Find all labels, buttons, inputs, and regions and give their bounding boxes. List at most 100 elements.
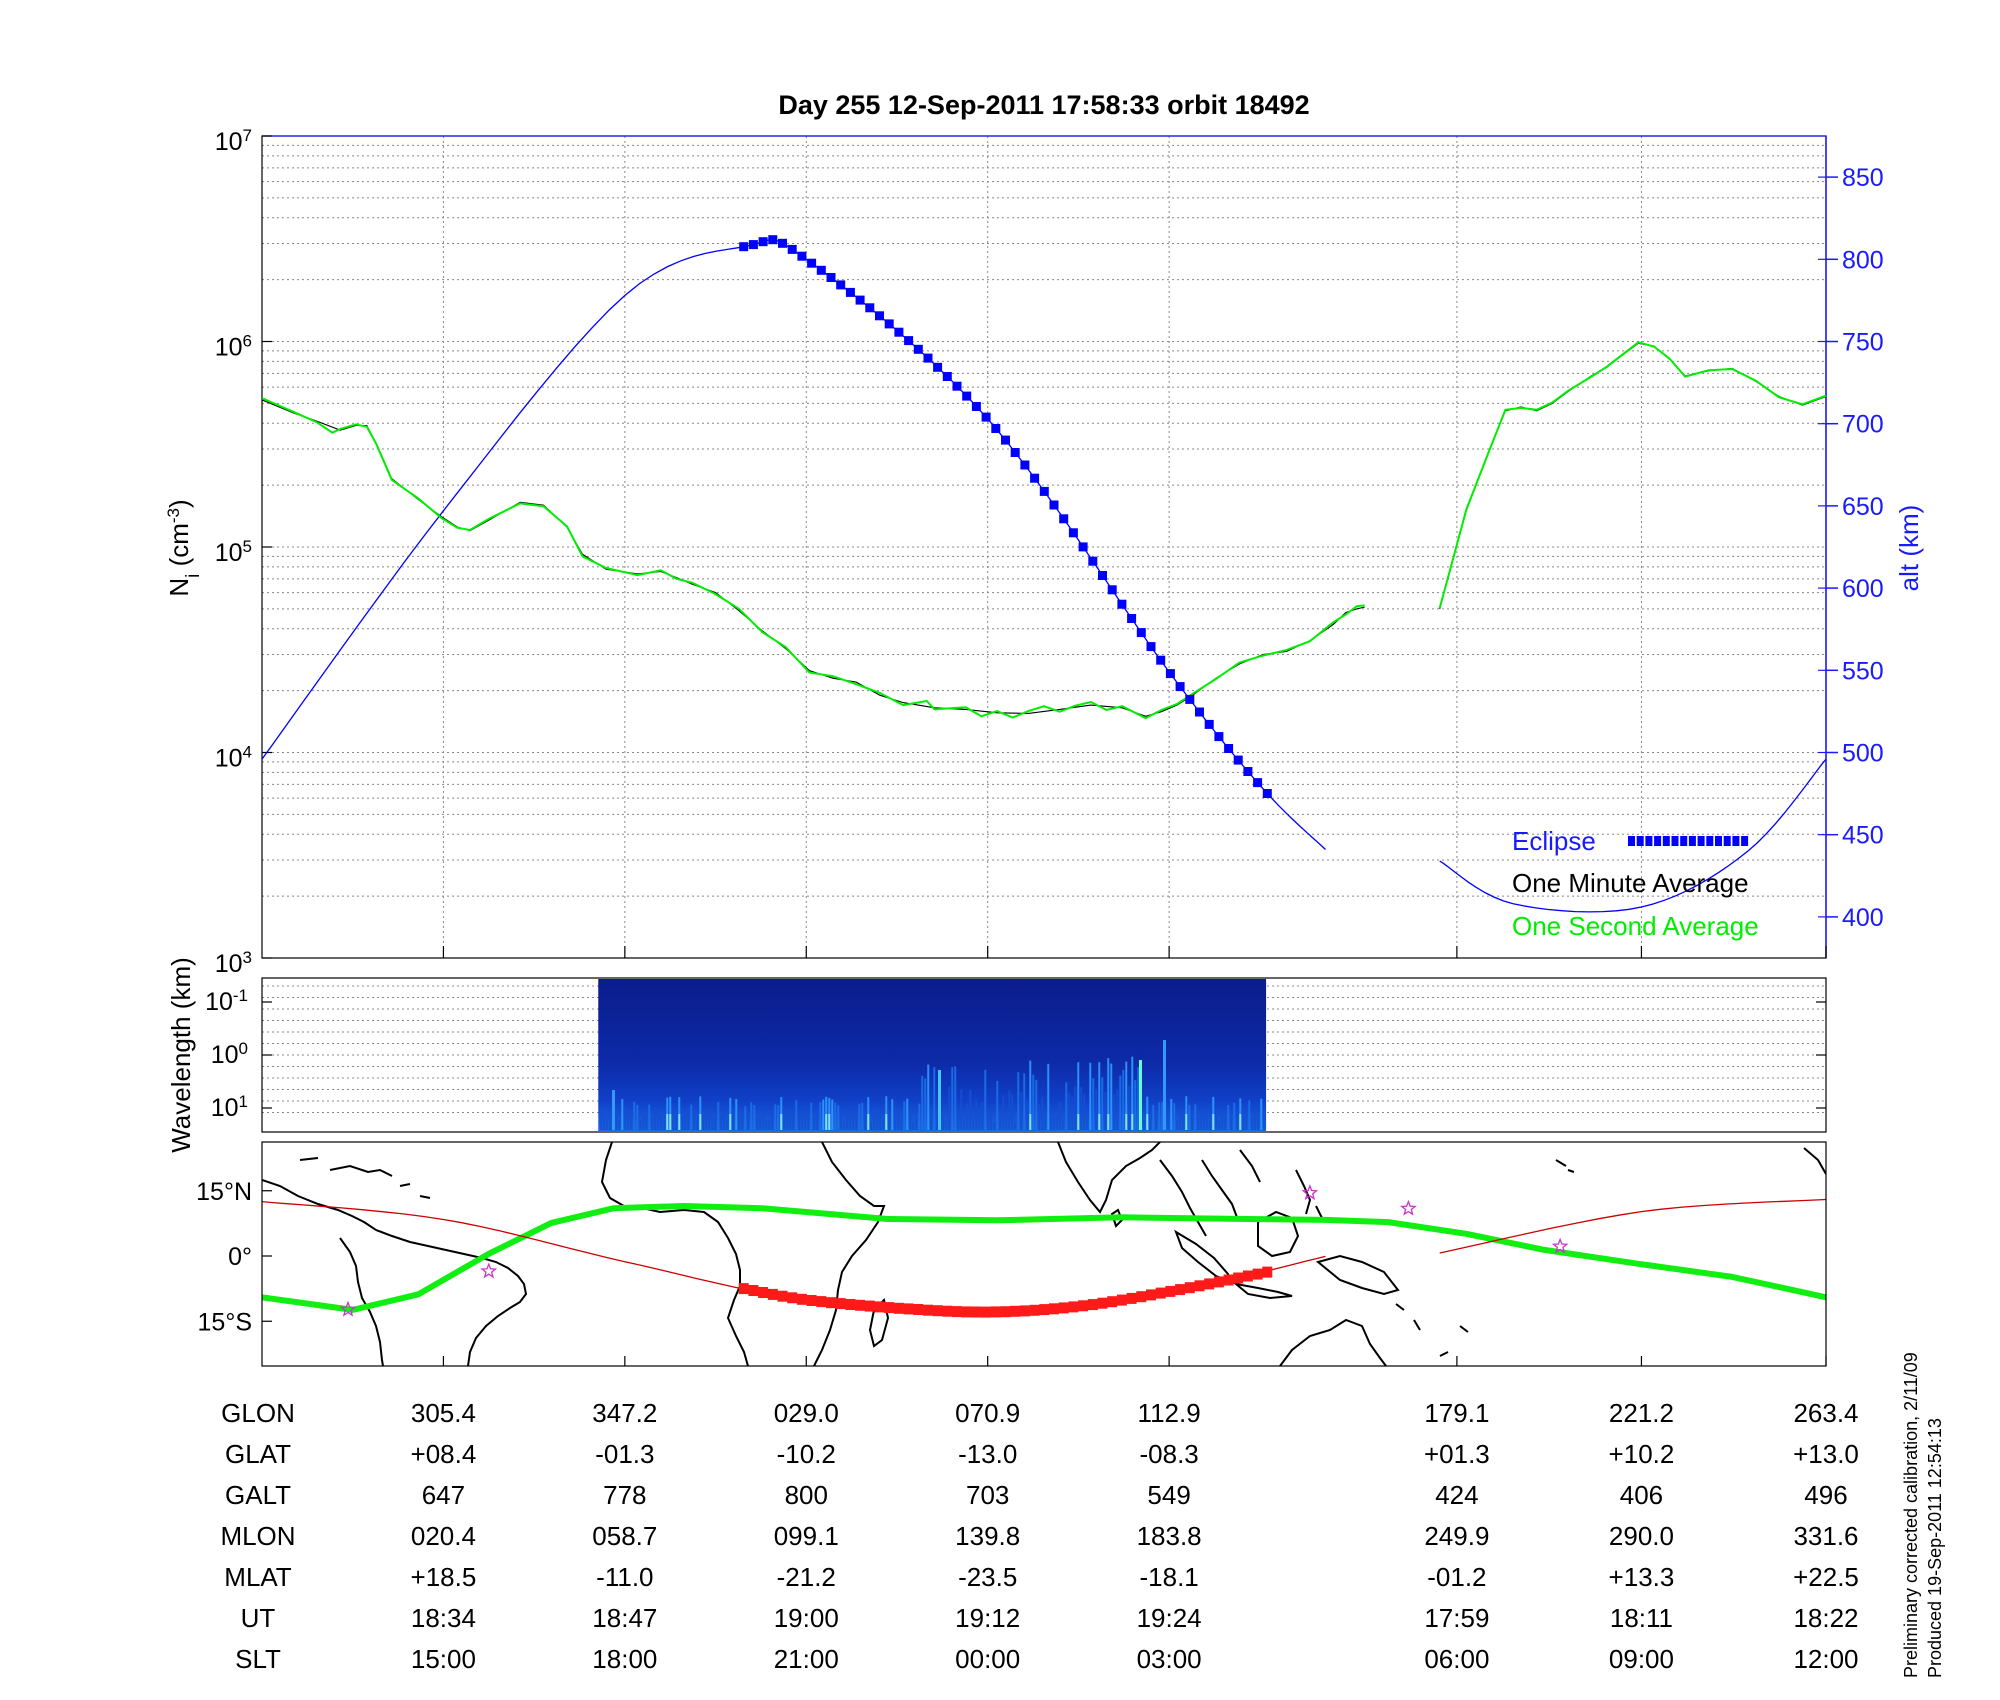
eclipse-marker	[1146, 642, 1156, 652]
ephemeris-cell: -11.0	[596, 1562, 653, 1592]
spectrogram-streak	[1194, 1104, 1197, 1130]
spectrogram-streak	[924, 1078, 927, 1130]
legend-eclipse-marker	[1662, 836, 1670, 846]
spectrogram-streak	[618, 1119, 621, 1130]
map-plot-area	[262, 1142, 1826, 1366]
ephemeris-cell: 12:00	[1793, 1644, 1858, 1674]
eclipse-track-marker	[1223, 1274, 1234, 1286]
spectrogram-streak	[933, 1067, 936, 1130]
spectrogram-hotspot	[1212, 1114, 1215, 1130]
map-panel: 15°N 0° 15°S	[196, 1141, 1827, 1367]
y2-tick-label: 650	[1842, 493, 1884, 521]
station-star-marker	[1400, 1199, 1417, 1216]
spectrogram-streak	[861, 1102, 864, 1130]
spectrogram-streak	[990, 1111, 993, 1130]
spectrogram-streak	[1083, 1094, 1086, 1130]
spectrogram-streak	[747, 1111, 750, 1130]
eclipse-track-marker	[738, 1283, 749, 1295]
y-tick-label: 106	[215, 331, 252, 362]
y-tick-label-exp: 3	[243, 948, 252, 967]
spectrogram-streak	[675, 1110, 678, 1130]
spectrogram-streak	[1215, 1108, 1218, 1130]
eclipse-track-marker	[1039, 1304, 1050, 1316]
spectrogram-streak	[903, 1101, 906, 1130]
spectrogram-streak	[993, 1121, 996, 1130]
ephemeris-cell: 221.2	[1609, 1398, 1674, 1428]
density-axis-label-unit-exp: -3	[164, 508, 183, 523]
y-tick-label: 105	[215, 537, 252, 568]
spectrogram-streak	[810, 1102, 813, 1130]
spectrogram-streak	[1011, 1094, 1014, 1130]
ephemeris-cell: +08.4	[411, 1439, 477, 1469]
spectrogram-streak	[720, 1112, 723, 1130]
eclipse-marker	[1117, 599, 1127, 609]
spectrogram-streak	[837, 1105, 840, 1130]
eclipse-marker	[845, 287, 855, 297]
y-tick-label-exp: 5	[243, 537, 252, 556]
one-minute-line	[262, 399, 1365, 717]
spectrogram-streak	[1119, 1075, 1122, 1130]
eclipse-track-marker	[1165, 1285, 1176, 1297]
eclipse-track-marker	[971, 1306, 982, 1318]
spectrogram-streak	[615, 1108, 618, 1130]
ephemeris-cell: 305.4	[411, 1398, 476, 1428]
ephemeris-cell: 06:00	[1424, 1644, 1489, 1674]
spectrogram-streak	[765, 1119, 768, 1130]
coastline-madagascar	[868, 1298, 890, 1348]
spectrogram-streak	[678, 1097, 681, 1130]
spectrogram-streak	[741, 1115, 744, 1130]
spectrogram-streak	[822, 1099, 825, 1130]
spectrogram-streak	[834, 1102, 837, 1130]
spectrogram-streak	[1068, 1092, 1071, 1130]
eclipse-marker	[1088, 556, 1098, 566]
coastline-borneo	[1257, 1210, 1300, 1258]
spectrogram-streak	[987, 1112, 990, 1130]
eclipse-marker	[981, 412, 991, 422]
eclipse-track-marker	[1000, 1306, 1011, 1318]
spectrogram-y-tick-exp: -1	[233, 986, 248, 1005]
spectrogram-streak	[960, 1089, 963, 1130]
eclipse-marker	[1156, 655, 1166, 665]
spectrogram-hotspot	[825, 1114, 828, 1130]
eclipse-track-marker	[1175, 1284, 1186, 1296]
coastline-new-guinea	[1315, 1254, 1400, 1296]
chart-title: Day 255 12-Sep-2011 17:58:33 orbit 18492	[778, 90, 1309, 120]
spectrogram-streak	[738, 1109, 741, 1130]
eclipse-marker	[991, 424, 1001, 433]
spectrogram-streak	[825, 1096, 828, 1130]
ephemeris-cell: -01.3	[595, 1439, 654, 1469]
footnote-calibration: Preliminary corrected calibration, 2/11/…	[1901, 1352, 1921, 1678]
eclipse-track-marker	[1126, 1292, 1137, 1304]
spectrogram-streak	[984, 1069, 987, 1130]
eclipse-marker	[1224, 744, 1234, 753]
legend-one-second-label: One Second Average	[1512, 911, 1759, 941]
spectrogram-streak	[1170, 1099, 1173, 1130]
spectrogram-streak	[717, 1101, 720, 1130]
eclipse-track-marker	[1136, 1291, 1147, 1303]
spectrogram-streak	[1179, 1112, 1182, 1130]
ephemeris-cell: +22.5	[1793, 1562, 1859, 1592]
eclipse-marker	[923, 353, 933, 363]
coastline-java	[1232, 1282, 1293, 1300]
eclipse-track-marker	[1087, 1299, 1098, 1311]
y2-tick-label: 700	[1842, 411, 1884, 439]
eclipse-marker	[1185, 694, 1195, 704]
eclipse-track-marker	[1068, 1301, 1079, 1313]
spectrogram-streak	[909, 1115, 912, 1130]
footnote-produced: Produced 19-Sep-2011 12:54:13	[1925, 1418, 1945, 1678]
eclipse-marker	[787, 244, 797, 254]
spectrogram-streak	[639, 1120, 642, 1130]
spectrogram-streak	[657, 1109, 660, 1130]
spectrogram-streak	[1125, 1061, 1128, 1130]
spectrogram-streak	[1137, 1067, 1140, 1130]
spectrogram-streak	[1074, 1086, 1077, 1130]
spectrogram-streak	[609, 1115, 612, 1130]
spectrogram-streak	[1212, 1097, 1215, 1130]
ephemeris-cell: 21:00	[774, 1644, 839, 1674]
eclipse-marker	[1030, 473, 1040, 483]
spectrogram-streak	[1062, 1120, 1065, 1130]
series-altitude	[262, 239, 1826, 913]
eclipse-track-marker	[952, 1306, 962, 1318]
eclipse-marker	[1107, 585, 1117, 595]
spectrogram-hotspot	[1029, 1114, 1032, 1130]
